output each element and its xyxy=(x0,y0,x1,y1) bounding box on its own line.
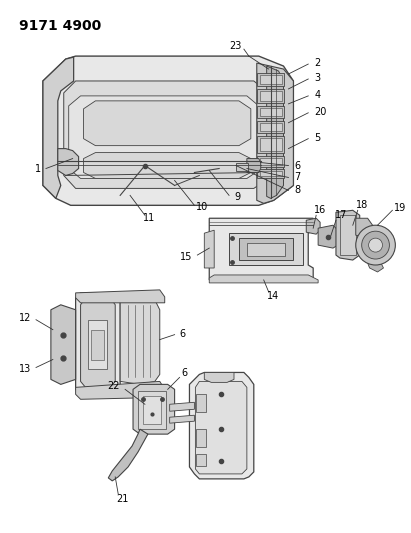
Bar xyxy=(196,429,206,447)
Text: 6: 6 xyxy=(294,160,300,171)
Bar xyxy=(257,106,284,118)
Polygon shape xyxy=(43,56,293,205)
Bar xyxy=(260,123,282,131)
Bar xyxy=(196,394,206,412)
Bar xyxy=(260,108,282,116)
Polygon shape xyxy=(43,57,74,198)
Polygon shape xyxy=(170,402,194,411)
Polygon shape xyxy=(58,149,79,175)
Polygon shape xyxy=(209,218,313,280)
Polygon shape xyxy=(229,233,303,265)
Text: 6: 6 xyxy=(182,368,188,378)
Bar xyxy=(257,156,284,166)
Text: 23: 23 xyxy=(230,41,242,51)
Bar xyxy=(257,168,284,179)
Polygon shape xyxy=(88,320,107,369)
Text: 6: 6 xyxy=(180,329,186,338)
Text: 8: 8 xyxy=(294,185,300,196)
Polygon shape xyxy=(356,218,373,238)
Text: 14: 14 xyxy=(267,291,279,301)
Polygon shape xyxy=(120,295,160,384)
Polygon shape xyxy=(195,382,247,474)
Circle shape xyxy=(356,225,395,265)
Bar xyxy=(257,136,284,152)
Text: 3: 3 xyxy=(314,73,320,83)
Bar xyxy=(260,138,282,151)
Polygon shape xyxy=(204,373,234,382)
Polygon shape xyxy=(76,290,165,303)
Text: 22: 22 xyxy=(108,382,120,391)
Bar xyxy=(257,89,284,103)
Bar xyxy=(257,73,284,86)
Text: 12: 12 xyxy=(19,313,31,323)
Text: 9: 9 xyxy=(234,192,240,203)
Text: 20: 20 xyxy=(314,107,327,117)
Text: 13: 13 xyxy=(19,365,31,375)
Polygon shape xyxy=(76,382,165,399)
Bar xyxy=(236,163,248,171)
Polygon shape xyxy=(306,218,320,234)
Text: 11: 11 xyxy=(143,213,155,223)
Polygon shape xyxy=(366,255,383,272)
Bar xyxy=(257,121,284,133)
Polygon shape xyxy=(247,243,286,256)
Text: 21: 21 xyxy=(116,494,129,504)
Polygon shape xyxy=(267,66,284,198)
Bar xyxy=(260,171,282,176)
Text: 19: 19 xyxy=(394,203,406,213)
Polygon shape xyxy=(83,152,251,179)
Polygon shape xyxy=(81,298,115,387)
Bar xyxy=(196,454,206,466)
Polygon shape xyxy=(204,230,214,268)
Text: 9171 4900: 9171 4900 xyxy=(19,19,102,33)
Polygon shape xyxy=(239,238,293,260)
Polygon shape xyxy=(189,373,254,479)
Circle shape xyxy=(362,231,389,259)
Circle shape xyxy=(369,238,383,252)
Text: 1: 1 xyxy=(35,164,41,174)
Text: 15: 15 xyxy=(180,252,192,262)
Bar xyxy=(143,397,161,424)
Text: 7: 7 xyxy=(294,173,300,182)
Bar xyxy=(260,91,282,101)
Polygon shape xyxy=(69,96,259,179)
Text: 18: 18 xyxy=(356,200,368,211)
Polygon shape xyxy=(64,81,269,188)
Text: 10: 10 xyxy=(196,203,209,212)
Bar xyxy=(260,75,282,84)
Polygon shape xyxy=(247,158,261,173)
Bar xyxy=(260,158,282,165)
Bar xyxy=(340,215,356,255)
Polygon shape xyxy=(336,211,360,260)
Bar xyxy=(138,391,166,429)
Bar xyxy=(92,330,104,360)
Polygon shape xyxy=(170,415,194,423)
Polygon shape xyxy=(209,275,318,283)
Polygon shape xyxy=(51,305,76,384)
Text: 5: 5 xyxy=(314,133,321,143)
Polygon shape xyxy=(133,384,175,434)
Text: 17: 17 xyxy=(335,210,347,220)
Text: 4: 4 xyxy=(314,90,320,100)
Polygon shape xyxy=(108,429,148,481)
Polygon shape xyxy=(257,63,293,203)
Polygon shape xyxy=(318,225,338,248)
Polygon shape xyxy=(76,293,120,394)
Text: 2: 2 xyxy=(314,58,321,68)
Polygon shape xyxy=(83,101,251,146)
Text: 16: 16 xyxy=(314,205,326,215)
